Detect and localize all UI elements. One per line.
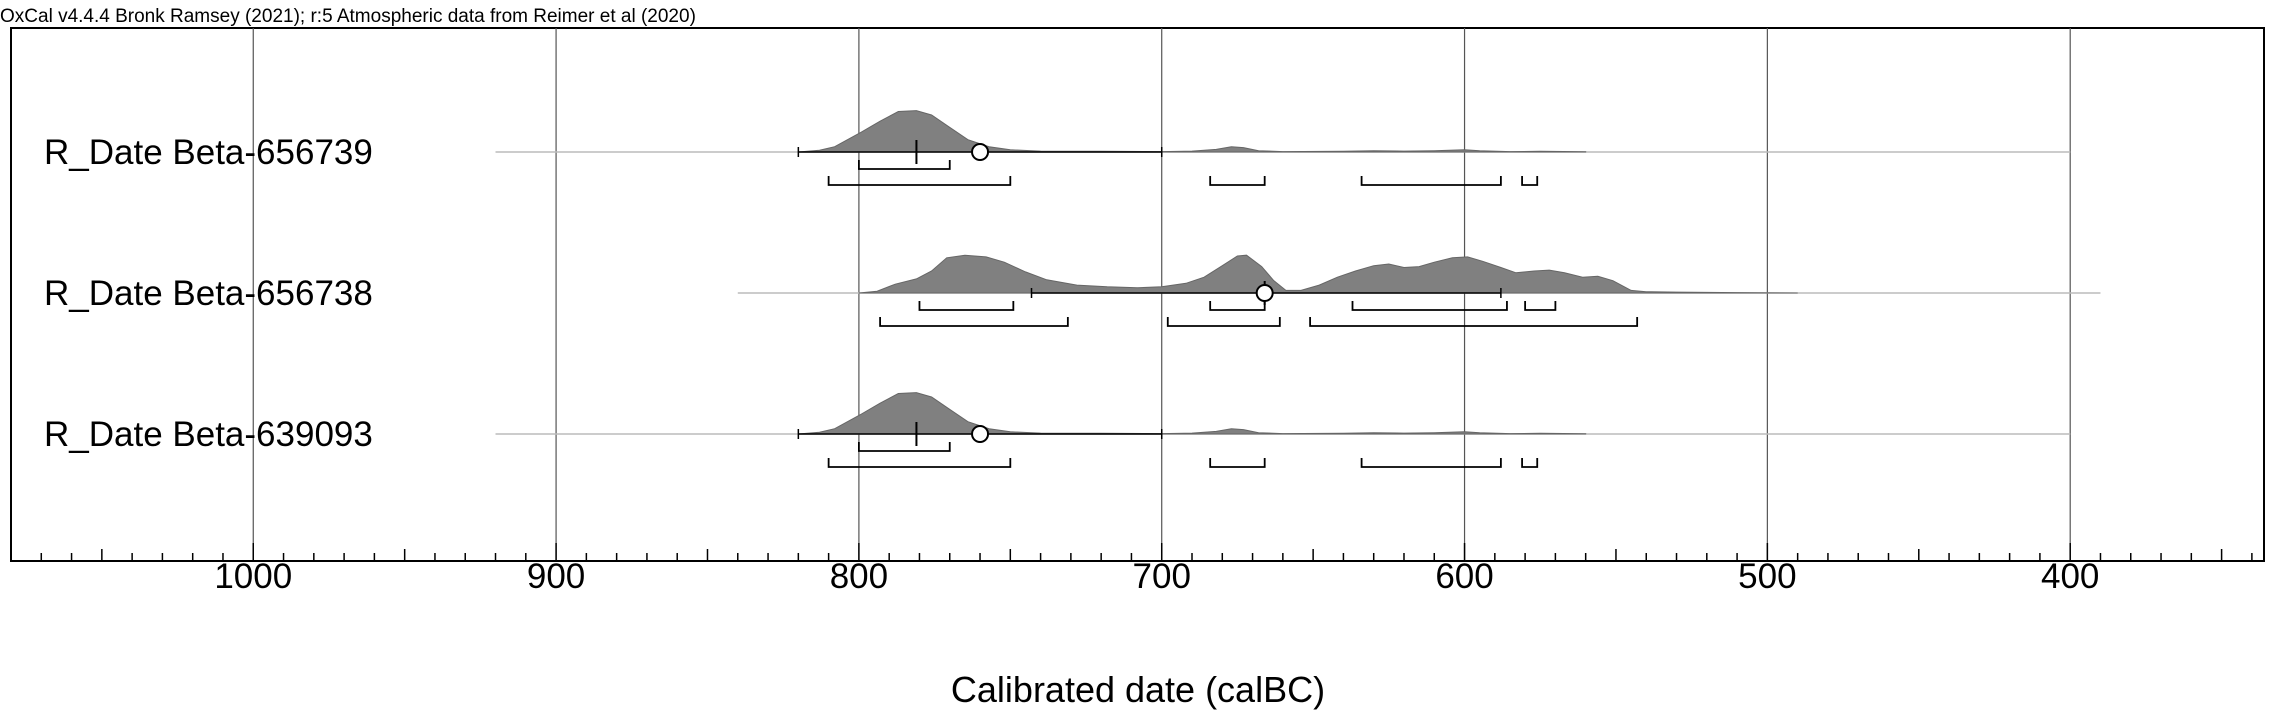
hpd-68-bracket bbox=[858, 442, 951, 452]
mean-marker bbox=[1255, 284, 1274, 302]
hpd-95-bracket bbox=[1521, 176, 1539, 186]
series-group: R_Date Beta-656739 R_Date Beta-656738 R_Da… bbox=[44, 110, 2101, 468]
hpd-95-bracket bbox=[879, 317, 1069, 327]
series-1: R_Date Beta-656739 bbox=[44, 110, 2071, 186]
hpd-68-bracket bbox=[918, 301, 1015, 311]
x-axis-label: Calibrated date (calBC) bbox=[951, 669, 1325, 710]
tick-label-500: 500 bbox=[1738, 557, 1796, 596]
hpd-95-bracket bbox=[1309, 317, 1639, 327]
tick-label-800: 800 bbox=[830, 557, 888, 596]
hpd-68-bracket bbox=[1524, 301, 1557, 311]
series-label: R_Date Beta-656738 bbox=[44, 274, 373, 313]
header-text: OxCal v4.4.4 Bronk Ramsey (2021); r:5 At… bbox=[0, 6, 696, 27]
probability-distribution bbox=[798, 110, 1587, 153]
hpd-95-bracket bbox=[827, 458, 1012, 468]
hpd-95-bracket bbox=[1521, 458, 1539, 468]
tick-label-1000: 1000 bbox=[214, 557, 292, 596]
plot-frame bbox=[10, 27, 2265, 562]
mean-marker bbox=[971, 143, 990, 161]
hpd-68-bracket bbox=[1209, 301, 1266, 311]
probability-distribution bbox=[858, 254, 1798, 294]
tick-label-400: 400 bbox=[2041, 557, 2099, 596]
hpd-95-bracket bbox=[827, 176, 1012, 186]
probability-distribution bbox=[798, 392, 1587, 435]
series-2: R_Date Beta-656738 bbox=[44, 254, 2101, 327]
tick-label-700: 700 bbox=[1133, 557, 1191, 596]
mean-marker bbox=[971, 425, 990, 443]
hpd-95-bracket bbox=[1209, 458, 1266, 468]
hpd-95-bracket bbox=[1360, 176, 1502, 186]
series-label: R_Date Beta-656739 bbox=[44, 133, 373, 172]
series-3: R_Date Beta-639093 bbox=[44, 392, 2071, 468]
hpd-68-bracket bbox=[858, 160, 951, 170]
x-axis: 1000 900 800 700 600 500 400 bbox=[10, 543, 2253, 596]
series-label: R_Date Beta-639093 bbox=[44, 415, 373, 454]
hpd-95-bracket bbox=[1166, 317, 1281, 327]
hpd-95-bracket bbox=[1209, 176, 1266, 186]
grid bbox=[252, 28, 2071, 561]
tick-label-600: 600 bbox=[1435, 557, 1493, 596]
hpd-68-bracket bbox=[1351, 301, 1508, 311]
hpd-95-bracket bbox=[1360, 458, 1502, 468]
tick-label-900: 900 bbox=[527, 557, 585, 596]
